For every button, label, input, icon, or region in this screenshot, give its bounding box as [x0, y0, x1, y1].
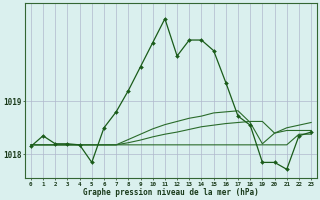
- X-axis label: Graphe pression niveau de la mer (hPa): Graphe pression niveau de la mer (hPa): [83, 188, 259, 197]
